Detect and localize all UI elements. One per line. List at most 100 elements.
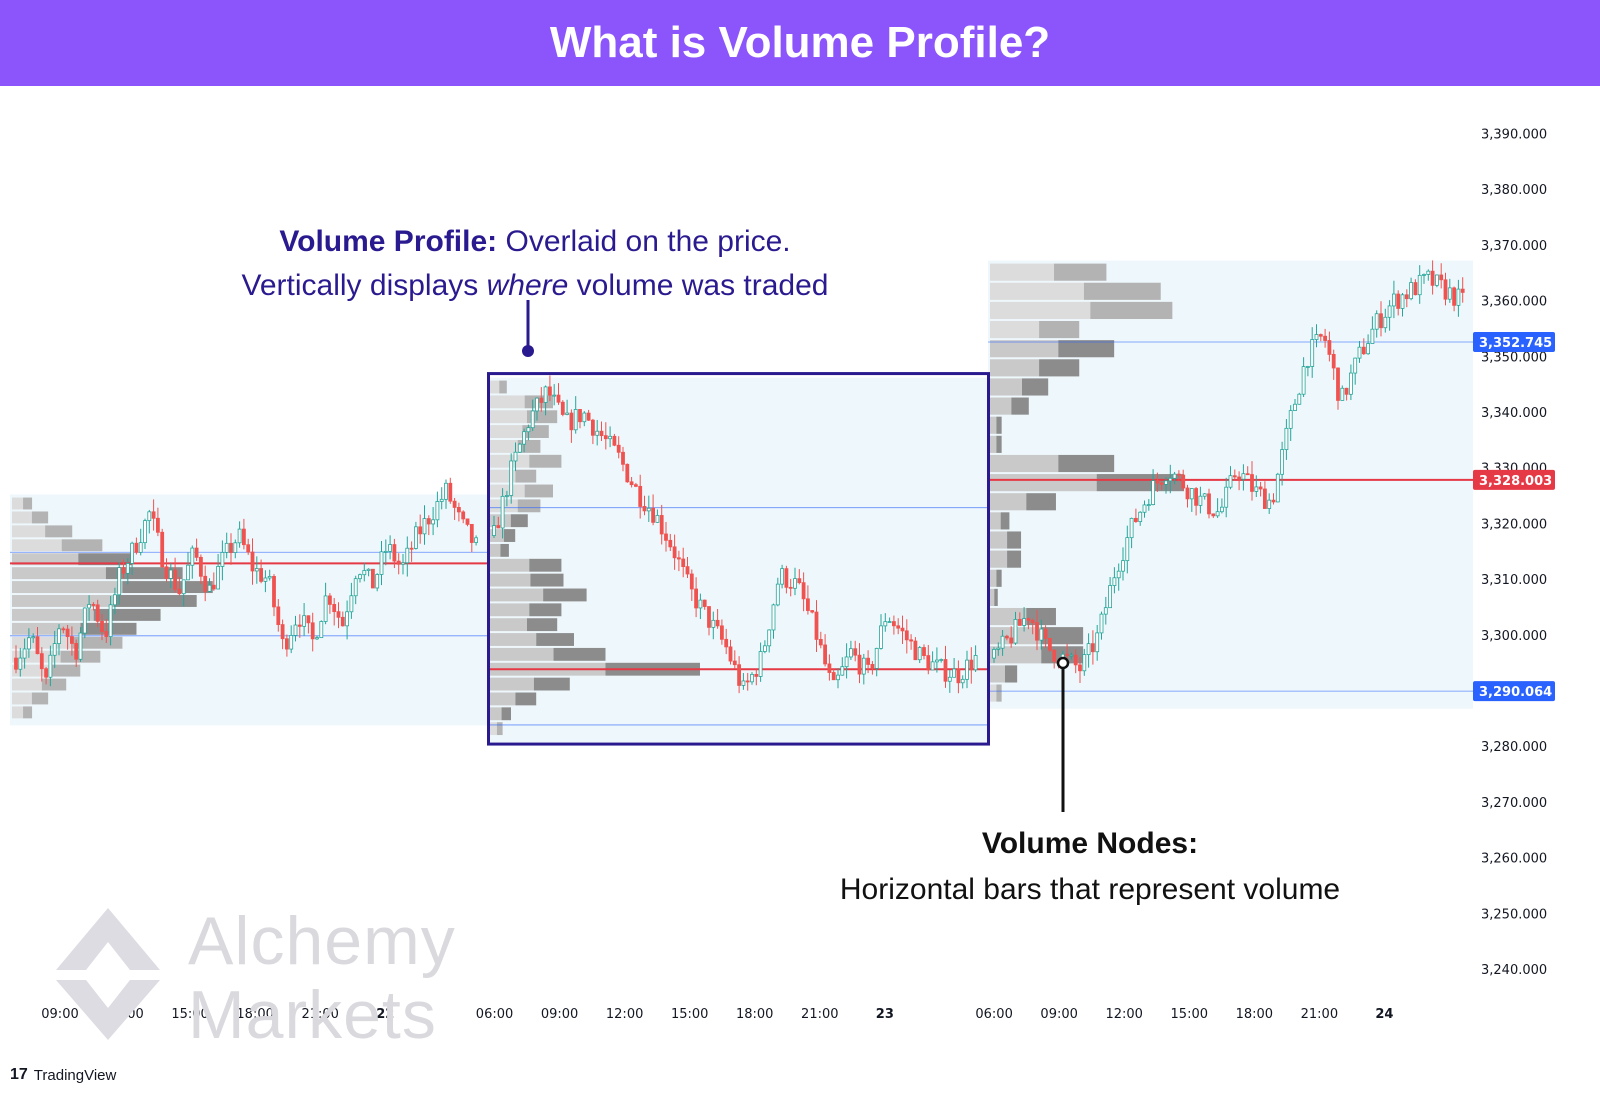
candle-body <box>1108 585 1112 609</box>
candle-body <box>992 649 996 659</box>
candle-body <box>1138 511 1143 523</box>
candle-body <box>1048 638 1052 651</box>
candle-body <box>569 412 574 431</box>
candle-body <box>1400 294 1405 309</box>
candle-body <box>117 567 122 596</box>
volume-node-bar <box>12 581 123 594</box>
candle-body <box>659 515 664 535</box>
x-tick-label: 18:00 <box>1236 1007 1273 1022</box>
candle-body <box>655 515 660 523</box>
candle-body <box>758 651 763 677</box>
volume-node-bar <box>526 618 558 632</box>
candle-body <box>526 427 531 433</box>
candle-body <box>224 542 229 553</box>
candle-body <box>711 619 716 628</box>
volume-node-bar <box>517 499 541 513</box>
volume-node-bar <box>515 692 537 706</box>
volume-node-bar <box>490 543 501 557</box>
candle-body <box>241 528 246 546</box>
candle-body <box>969 659 974 671</box>
candle-body <box>728 646 733 662</box>
volume-node-bar <box>501 707 511 721</box>
x-tick-label: 15:00 <box>171 1007 208 1022</box>
candle-body <box>1267 499 1272 509</box>
candle-body <box>1366 343 1370 355</box>
candle-body <box>1452 287 1456 306</box>
candle-body <box>1215 511 1220 517</box>
candle-body <box>1224 486 1229 508</box>
candle-body <box>595 430 600 436</box>
candle-body <box>280 624 285 640</box>
candle-body <box>31 636 36 639</box>
candle-body <box>943 659 948 682</box>
candle-body <box>780 568 784 585</box>
volume-node-bar <box>12 636 73 649</box>
candle-body <box>155 517 160 533</box>
candle-body <box>272 576 276 608</box>
candle-body <box>904 630 909 641</box>
candle-body <box>65 628 70 638</box>
candle-body <box>220 552 225 567</box>
candle-body <box>896 625 901 629</box>
volume-node-bar <box>1000 512 1010 530</box>
candle-body <box>560 401 565 415</box>
candle-body <box>582 412 587 423</box>
volume-node-bar <box>990 474 1097 492</box>
volume-node-bar <box>533 677 570 691</box>
candle-body <box>1387 305 1392 318</box>
candle-body <box>939 659 944 661</box>
candle-body <box>401 562 405 565</box>
candle-body <box>504 495 509 497</box>
candle-body <box>14 657 18 670</box>
candle-body <box>621 451 625 465</box>
candle-body <box>1361 346 1366 355</box>
volume-node-bar <box>1007 531 1022 549</box>
tradingview-brand[interactable]: 17 TradingView <box>10 1064 116 1086</box>
candle-body <box>439 498 444 502</box>
candle-body <box>323 595 328 622</box>
volume-node-bar <box>49 664 81 677</box>
candle-body <box>1374 313 1379 330</box>
volume-nodes-heading: Volume Nodes: <box>981 827 1199 860</box>
candle-body <box>1125 537 1130 562</box>
candle-body <box>960 678 965 684</box>
candle-body <box>160 531 165 568</box>
candle-body <box>793 578 797 589</box>
volume-node-bar <box>490 618 527 632</box>
volume-node-bar <box>996 684 1002 702</box>
candle-body <box>1409 282 1413 300</box>
candle-body <box>405 547 410 564</box>
candle-body <box>788 586 793 589</box>
candle-body <box>1323 335 1327 341</box>
volume-node-bar <box>1083 282 1161 300</box>
candle-body <box>1168 477 1173 482</box>
x-tick-label: 24 <box>1375 1007 1393 1022</box>
volume-node-bar <box>1058 454 1115 473</box>
candle-body <box>668 539 673 548</box>
candle-body <box>18 657 23 670</box>
candle-body <box>539 397 544 403</box>
volume-node-bar <box>12 567 106 580</box>
volume-node-bar <box>490 707 502 721</box>
candle-body <box>556 394 561 403</box>
volume-node-bar <box>490 588 544 602</box>
candle-body <box>1336 367 1340 401</box>
volume-node-bar <box>996 569 1002 587</box>
candle-body <box>814 611 819 640</box>
y-tick-label: 3,240.000 <box>1481 963 1547 978</box>
candle-body <box>1202 493 1207 497</box>
volume-node-bar <box>990 569 997 587</box>
candle-body <box>1022 618 1026 626</box>
candle-body <box>186 564 190 581</box>
candle-body <box>392 544 397 562</box>
candle-body <box>1263 488 1267 509</box>
volume-node-bar <box>990 531 1008 549</box>
volume-node-bar <box>122 581 213 594</box>
candle-body <box>168 569 173 579</box>
candle-body <box>603 435 608 440</box>
volume-node-bar <box>499 380 507 394</box>
price-tag <box>1473 681 1555 702</box>
y-tick-label: 3,380.000 <box>1481 183 1547 198</box>
volume-node-bar <box>490 603 530 617</box>
volume-node-bar <box>490 439 518 453</box>
